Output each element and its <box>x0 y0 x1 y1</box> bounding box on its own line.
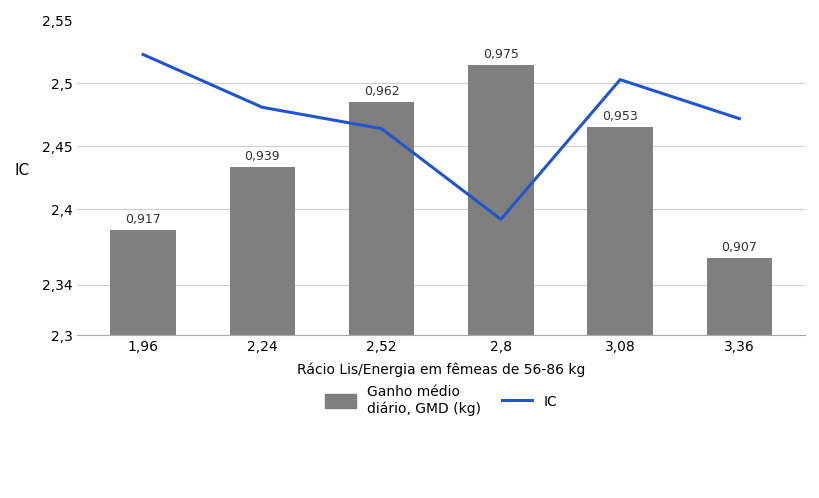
Legend: Ganho médio
diário, GMD (kg), IC: Ganho médio diário, GMD (kg), IC <box>318 378 563 422</box>
Text: 0,953: 0,953 <box>601 111 637 124</box>
Text: 0,939: 0,939 <box>244 150 280 163</box>
X-axis label: Rácio Lis/Energia em fêmeas de 56-86 kg: Rácio Lis/Energia em fêmeas de 56-86 kg <box>296 362 585 377</box>
Bar <box>111 230 175 335</box>
Text: 0,907: 0,907 <box>721 242 757 254</box>
Text: 0,975: 0,975 <box>482 48 518 61</box>
Text: 0,962: 0,962 <box>364 85 399 98</box>
Y-axis label: IC: IC <box>15 163 30 178</box>
Text: 0,917: 0,917 <box>125 213 161 226</box>
Bar <box>229 167 295 335</box>
Bar <box>706 258 771 335</box>
Bar <box>348 102 414 335</box>
Bar <box>586 127 652 335</box>
Bar <box>468 65 533 335</box>
